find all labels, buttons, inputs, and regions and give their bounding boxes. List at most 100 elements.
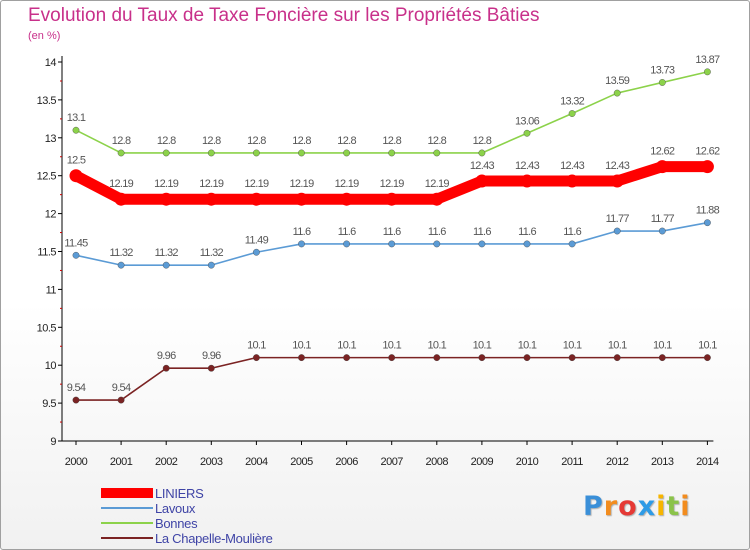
data-point-bonnes [568, 110, 576, 117]
data-label-liniers: 12.43 [560, 160, 585, 172]
data-label-liniers: 12.43 [605, 160, 630, 172]
data-label-lavoux: 11.6 [383, 226, 401, 238]
data-point-bonnes [478, 149, 486, 157]
data-point-liniers [114, 192, 128, 206]
y-tick-label: 12 [45, 209, 57, 221]
data-point-la-chapelle-mouliere [252, 354, 260, 362]
data-label-la-chapelle-mouliere: 9.96 [157, 350, 176, 362]
data-point-lavoux [613, 227, 621, 235]
data-label-liniers: 12.62 [695, 146, 720, 158]
data-label-la-chapelle-mouliere: 10.1 [337, 340, 356, 352]
x-tick-label: 2005 [290, 456, 313, 468]
data-point-bonnes [343, 149, 350, 157]
x-tick-label: 2000 [65, 456, 88, 468]
data-point-liniers [475, 174, 489, 188]
data-label-liniers: 12.19 [154, 178, 179, 190]
data-point-la-chapelle-mouliere [207, 364, 215, 372]
data-point-lavoux [207, 261, 215, 269]
data-label-la-chapelle-mouliere: 10.1 [518, 340, 537, 352]
data-point-lavoux [72, 251, 80, 259]
data-label-la-chapelle-mouliere: 10.1 [608, 340, 627, 352]
data-label-bonnes: 13.87 [695, 54, 720, 66]
y-tick-label: 10 [45, 360, 57, 372]
logo-letter: P [583, 491, 604, 522]
data-label-lavoux: 11.6 [293, 226, 311, 238]
data-point-bonnes [72, 126, 80, 134]
x-tick-label: 2004 [245, 456, 268, 468]
data-label-liniers: 12.43 [470, 160, 495, 172]
x-tick-label: 2002 [155, 456, 178, 468]
data-point-liniers [700, 160, 714, 174]
data-point-la-chapelle-mouliere [433, 354, 441, 362]
x-tick-label: 2011 [561, 456, 583, 468]
data-point-lavoux [117, 261, 125, 269]
logo-letter: i [680, 491, 691, 522]
data-label-lavoux: 11.6 [428, 226, 446, 238]
x-tick-label: 2003 [200, 456, 223, 468]
legend-swatch-liniers [101, 488, 153, 498]
chart-axes: 9 9.5 10 10.5 11 11.5 12 12.5 13 13.5 14 2000 2001 20… [37, 56, 720, 468]
data-point-lavoux [433, 240, 441, 248]
data-point-lavoux [568, 240, 576, 248]
x-tick-label: 2008 [426, 456, 449, 468]
y-tick-label: 11.5 [37, 247, 56, 259]
data-point-liniers [565, 174, 579, 188]
data-point-liniers [610, 174, 624, 188]
data-label-lavoux: 11.6 [518, 226, 536, 238]
proxiti-logo: Proxiti [583, 491, 691, 522]
data-label-lavoux: 11.77 [651, 213, 675, 225]
data-point-liniers [655, 160, 669, 174]
data-point-liniers [430, 192, 444, 206]
data-point-liniers [249, 192, 263, 206]
data-label-la-chapelle-mouliere: 10.1 [247, 340, 266, 352]
data-point-bonnes [162, 149, 170, 157]
data-label-bonnes: 12.8 [157, 135, 176, 147]
data-point-la-chapelle-mouliere [162, 364, 170, 372]
data-label-la-chapelle-mouliere: 9.54 [67, 382, 86, 394]
data-label-lavoux: 11.49 [245, 234, 269, 246]
data-point-lavoux [162, 261, 170, 269]
y-tick-label: 9.5 [42, 398, 56, 410]
data-point-la-chapelle-mouliere [523, 354, 531, 362]
data-label-liniers: 12.19 [335, 178, 360, 190]
data-label-bonnes: 12.8 [292, 135, 311, 147]
data-label-lavoux: 11.6 [563, 226, 581, 238]
x-tick-label: 2014 [696, 456, 719, 468]
data-label-lavoux: 11.77 [606, 213, 630, 225]
data-point-la-chapelle-mouliere [658, 354, 666, 362]
data-label-bonnes: 12.8 [202, 135, 221, 147]
data-point-la-chapelle-mouliere [72, 396, 80, 404]
line-chart: 9 9.5 10 10.5 11 11.5 12 12.5 13 13.5 14 2000 2001 20… [37, 54, 721, 468]
y-tick-label: 13 [45, 133, 57, 145]
data-point-lavoux [388, 240, 396, 248]
data-label-lavoux: 11.32 [155, 247, 179, 259]
y-tick-label: 14 [45, 57, 57, 69]
y-tick-label: 10.5 [37, 322, 57, 334]
data-point-liniers [520, 174, 534, 188]
x-tick-label: 2009 [471, 456, 494, 468]
data-label-la-chapelle-mouliere: 10.1 [563, 340, 582, 352]
x-tick-label: 2013 [651, 456, 674, 468]
y-tick-label: 13.5 [37, 95, 57, 107]
x-tick-label: 2012 [606, 456, 629, 468]
data-label-bonnes: 13.59 [605, 75, 630, 87]
legend-swatch-bonnes [101, 522, 153, 524]
data-point-la-chapelle-mouliere [478, 354, 486, 362]
data-point-lavoux [298, 240, 305, 248]
data-point-bonnes [117, 149, 125, 157]
data-point-liniers [295, 192, 308, 206]
data-label-liniers: 12.19 [244, 178, 269, 190]
logo-letter: x [637, 491, 657, 522]
data-label-lavoux: 11.88 [696, 205, 720, 217]
data-point-bonnes [298, 149, 305, 157]
data-label-la-chapelle-mouliere: 10.1 [427, 340, 446, 352]
data-label-bonnes: 12.8 [337, 135, 356, 147]
data-label-lavoux: 11.45 [64, 237, 88, 249]
data-point-lavoux [343, 240, 350, 248]
data-label-bonnes: 13.32 [560, 96, 585, 108]
data-point-liniers [159, 192, 173, 206]
data-point-bonnes [704, 68, 711, 76]
data-point-bonnes [658, 79, 666, 86]
data-label-bonnes: 12.8 [382, 135, 401, 147]
data-label-liniers: 12.19 [289, 178, 314, 190]
